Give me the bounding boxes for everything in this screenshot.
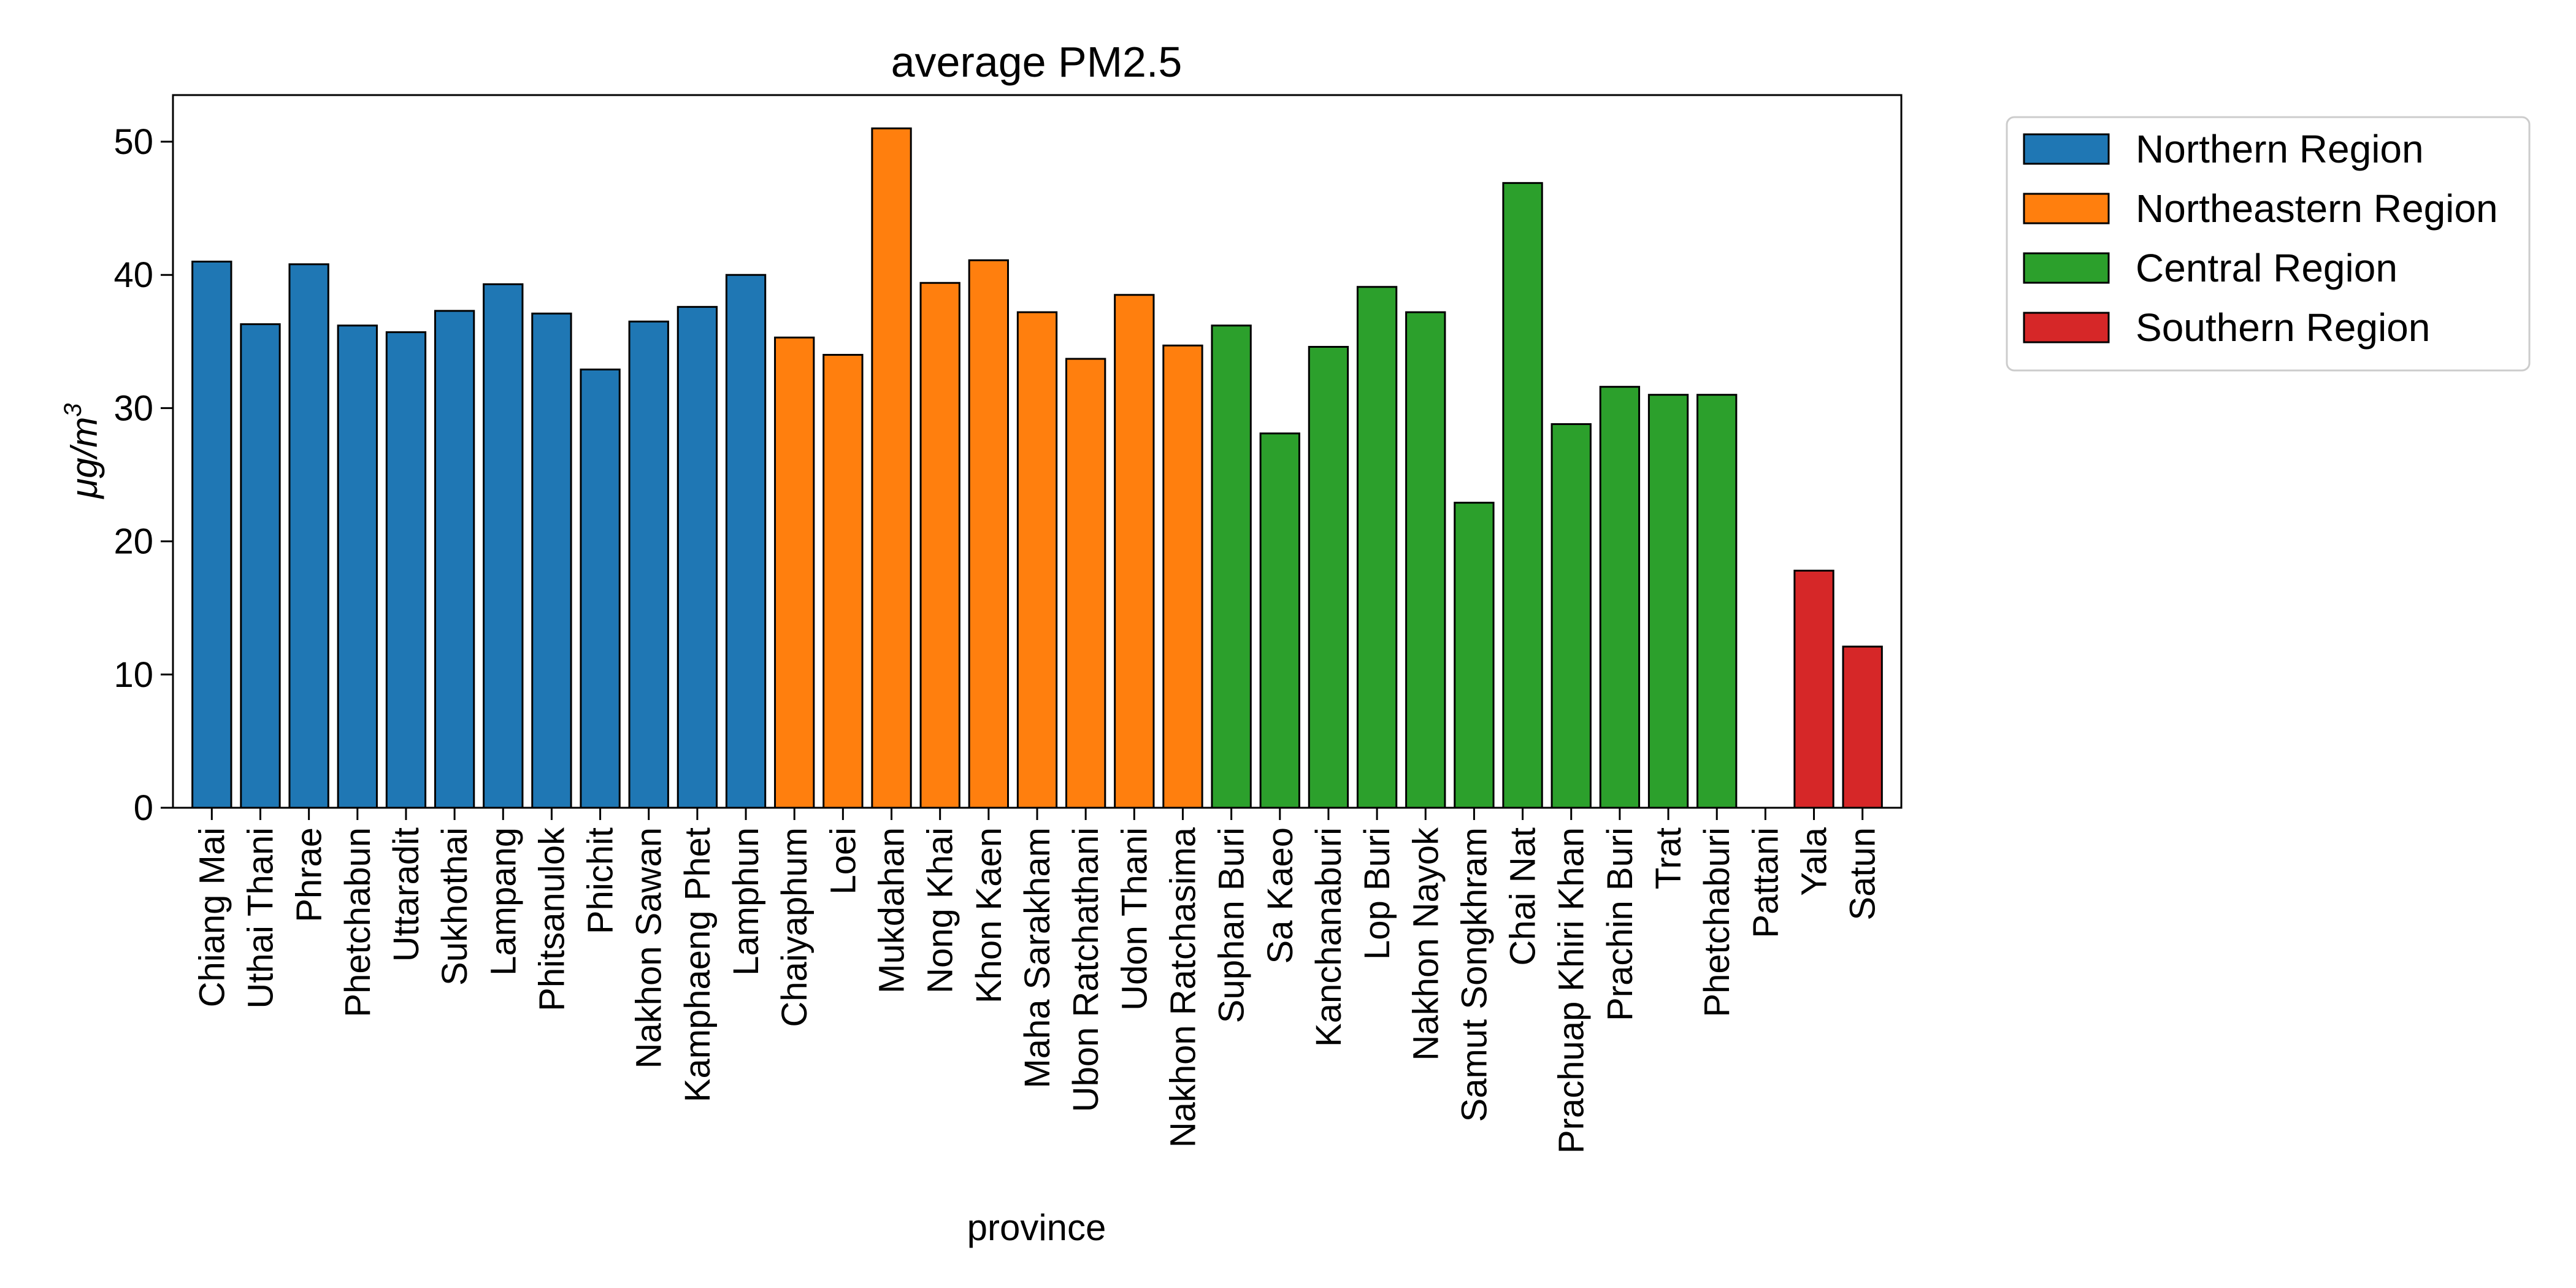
x-tick-label: Suphan Buri bbox=[1212, 827, 1252, 1023]
y-axis-label-superscript: 3 bbox=[59, 403, 86, 416]
bar bbox=[1502, 182, 1543, 809]
legend-box bbox=[2006, 116, 2531, 372]
legend: Northern Region Northeastern Region Centra… bbox=[2006, 116, 2531, 372]
y-axis: 0 10 20 30 40 50 bbox=[113, 122, 173, 828]
bar bbox=[483, 283, 524, 809]
x-tick-label: Udon Thani bbox=[1114, 827, 1154, 1011]
y-axis-label: μg/m3 bbox=[59, 403, 105, 499]
legend-label: Northeastern Region bbox=[2136, 186, 2498, 231]
legend-swatch bbox=[2023, 252, 2110, 284]
bar bbox=[725, 274, 767, 809]
bar bbox=[1842, 645, 1883, 809]
bar bbox=[1162, 344, 1203, 809]
x-tick-label: Kamphaeng Phet bbox=[678, 827, 718, 1102]
x-tick-label: Yala bbox=[1795, 827, 1834, 896]
legend-swatch bbox=[2023, 193, 2110, 224]
bar bbox=[1065, 358, 1106, 809]
x-tick-label: Phetchaburi bbox=[1697, 827, 1737, 1018]
x-tick-label: Nakhon Sawan bbox=[629, 827, 669, 1068]
bar bbox=[1647, 394, 1689, 809]
bar bbox=[774, 336, 815, 809]
y-tick-label: 50 bbox=[113, 122, 153, 162]
x-tick-label: Khon Kaen bbox=[969, 827, 1009, 1003]
x-tick-label: Phitsanulok bbox=[532, 827, 572, 1011]
legend-swatch bbox=[2023, 133, 2110, 165]
x-tick-label: Lop Buri bbox=[1357, 827, 1397, 960]
x-tick-label: Mukdahan bbox=[872, 827, 912, 994]
bar bbox=[385, 331, 427, 809]
y-tick-label: 30 bbox=[113, 388, 153, 428]
legend-label: Northern Region bbox=[2136, 127, 2424, 171]
x-tick-label: Satun bbox=[1843, 827, 1883, 921]
x-tick-label: Uthai Thani bbox=[240, 827, 280, 1009]
bar bbox=[1259, 432, 1300, 809]
x-tick-label: Phichit bbox=[581, 827, 621, 934]
bar bbox=[1114, 294, 1155, 809]
bar bbox=[1551, 423, 1592, 809]
bar bbox=[1454, 502, 1495, 809]
bar bbox=[1793, 569, 1834, 809]
plot-frame bbox=[172, 94, 1903, 809]
x-tick-label: Prachin Buri bbox=[1600, 827, 1640, 1021]
bar bbox=[1405, 311, 1446, 809]
x-tick-label: Pattani bbox=[1746, 827, 1785, 938]
x-tick-label: Ubon Ratchathani bbox=[1066, 827, 1106, 1112]
x-tick-label: Loei bbox=[823, 827, 863, 895]
bars-group bbox=[191, 127, 1883, 809]
x-axis-label: province bbox=[967, 1207, 1106, 1248]
x-axis: Chiang Mai Uthai Thani Phrae Phetchabun Utta… bbox=[192, 808, 1883, 1154]
x-tick-label: Chai Nat bbox=[1503, 827, 1543, 966]
bar bbox=[628, 320, 669, 809]
bar bbox=[968, 259, 1010, 809]
bar bbox=[240, 323, 281, 809]
x-tick-label: Prachuap Khiri Khan bbox=[1552, 827, 1592, 1154]
y-tick-label: 10 bbox=[113, 655, 153, 695]
bar bbox=[434, 310, 475, 809]
bar bbox=[1356, 286, 1398, 809]
x-tick-label: Maha Sarakham bbox=[1018, 827, 1057, 1089]
bar bbox=[919, 282, 960, 809]
bar bbox=[1016, 311, 1058, 809]
y-tick-label: 0 bbox=[134, 788, 153, 828]
bar bbox=[531, 312, 572, 809]
bar bbox=[677, 305, 718, 809]
bar bbox=[871, 127, 912, 809]
x-tick-label: Nong Khai bbox=[921, 827, 960, 994]
bar bbox=[580, 368, 621, 809]
x-tick-label: Nakhon Nayok bbox=[1406, 827, 1446, 1060]
x-tick-label: Kanchanaburi bbox=[1309, 827, 1349, 1047]
bar bbox=[1211, 324, 1252, 809]
bar bbox=[822, 354, 864, 809]
x-tick-label: Trat bbox=[1649, 827, 1689, 889]
y-tick-label: 20 bbox=[113, 522, 153, 562]
bar bbox=[1599, 386, 1641, 809]
chart-title: average PM2.5 bbox=[891, 38, 1183, 86]
legend-label: Central Region bbox=[2136, 246, 2398, 290]
x-tick-label: Nakhon Ratchasima bbox=[1163, 827, 1203, 1148]
x-tick-label: Phetchabun bbox=[338, 827, 378, 1018]
x-tick-label: Chiang Mai bbox=[192, 827, 232, 1007]
legend-label: Southern Region bbox=[2136, 305, 2430, 350]
y-axis-label-base: μg/m bbox=[64, 417, 105, 500]
x-tick-label: Sukhothai bbox=[435, 827, 475, 986]
legend-swatch bbox=[2023, 312, 2110, 343]
bar bbox=[288, 263, 329, 809]
x-tick-label: Lampang bbox=[483, 827, 523, 976]
x-tick-label: Phrae bbox=[289, 827, 329, 922]
x-tick-label: Chaiyaphum bbox=[775, 827, 815, 1027]
bar bbox=[337, 324, 378, 809]
bar bbox=[1308, 346, 1349, 809]
y-tick-label: 40 bbox=[113, 255, 153, 295]
x-tick-label: Lamphun bbox=[726, 827, 766, 976]
bar bbox=[191, 260, 232, 809]
x-tick-label: Samut Songkhram bbox=[1454, 827, 1494, 1122]
bar bbox=[1696, 394, 1738, 809]
x-tick-label: Sa Kaeo bbox=[1260, 827, 1300, 964]
x-tick-label: Uttaradit bbox=[386, 827, 426, 962]
